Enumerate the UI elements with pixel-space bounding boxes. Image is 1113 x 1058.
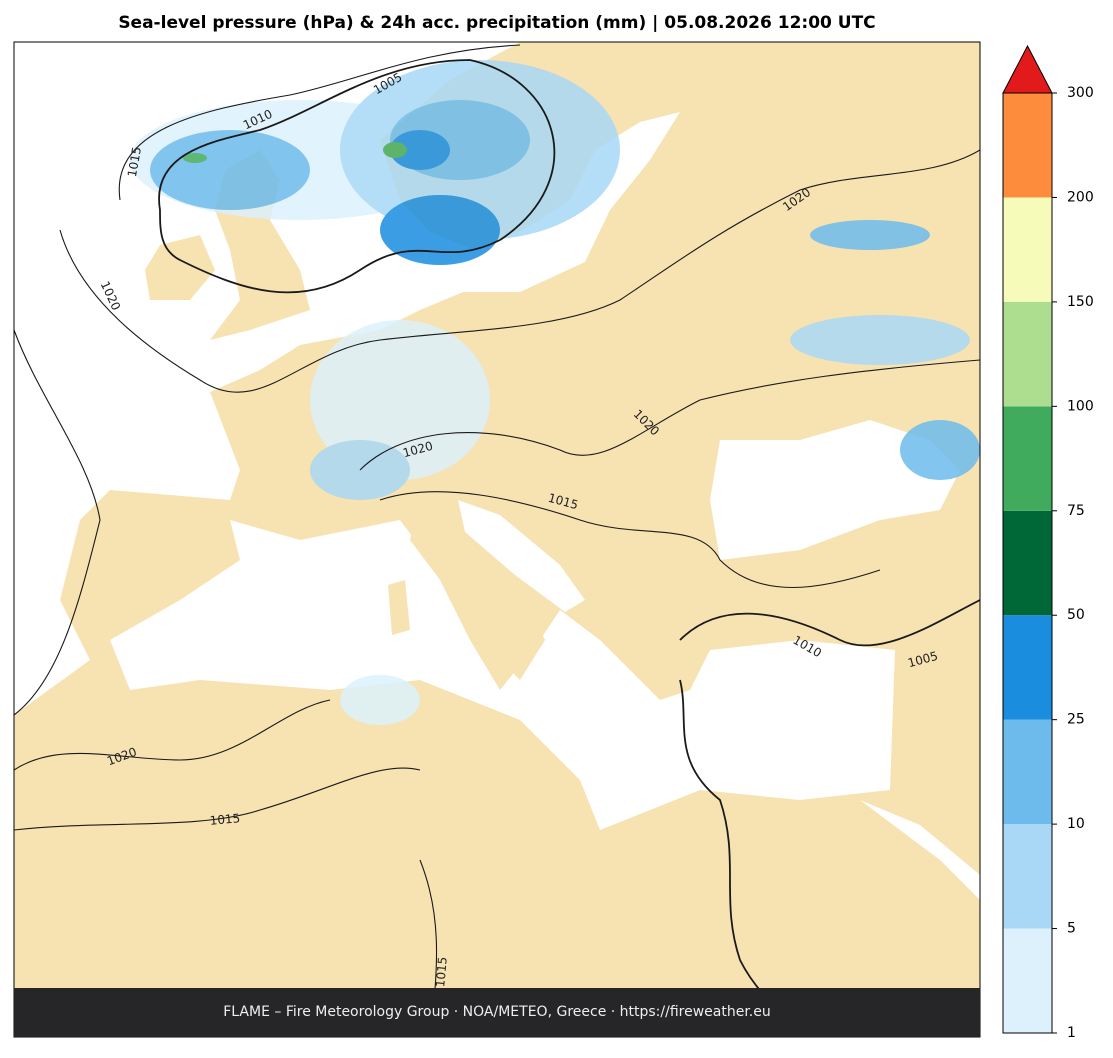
colorbar-tick-label: 10 bbox=[1067, 816, 1085, 832]
precipitation bbox=[130, 60, 980, 725]
colorbar: 1 5 10 25 50 75 100 150 200 300 bbox=[1002, 44, 1094, 1041]
colorbar-tick-label: 5 bbox=[1067, 921, 1076, 937]
footer-text: FLAME – Fire Meteorology Group · NOA/MET… bbox=[223, 1004, 771, 1020]
colorbar-segment bbox=[1003, 197, 1052, 302]
isobars bbox=[14, 44, 980, 1037]
colorbar-tick-label: 1 bbox=[1067, 1025, 1076, 1041]
baltic bbox=[440, 112, 680, 292]
map: 1010 1005 1015 1020 1020 1020 1020 1015 … bbox=[14, 42, 980, 1037]
ireland bbox=[145, 235, 215, 300]
colorbar-tick-label: 150 bbox=[1067, 294, 1094, 310]
italy bbox=[410, 495, 545, 680]
colorbar-segment bbox=[1003, 406, 1052, 511]
colorbar-segment bbox=[1003, 928, 1052, 1033]
colorbar-frame bbox=[1002, 92, 1053, 1034]
colorbar-tick-label: 300 bbox=[1067, 85, 1094, 101]
colorbar-tick-label: 100 bbox=[1067, 398, 1094, 414]
black-sea bbox=[710, 420, 960, 560]
colorbar-segment bbox=[1003, 93, 1052, 198]
colorbar-segment bbox=[1003, 824, 1052, 929]
contour-label: 1015 bbox=[125, 146, 144, 179]
contour-label: 1015 bbox=[433, 956, 450, 988]
footer-bar bbox=[14, 988, 980, 1037]
title: Sea-level pressure (hPa) & 24h acc. prec… bbox=[118, 13, 875, 33]
colorbar-segment bbox=[1003, 615, 1052, 720]
sardinia bbox=[388, 580, 410, 635]
colorbar-tick-label: 75 bbox=[1067, 503, 1085, 519]
colorbar-extension bbox=[1002, 44, 1053, 94]
colorbar-segment bbox=[1003, 719, 1052, 825]
contour-label: 1015 bbox=[209, 811, 241, 828]
colorbar-tick-label: 25 bbox=[1067, 712, 1085, 728]
colorbar-tick-label: 200 bbox=[1067, 189, 1094, 205]
colorbar-segment bbox=[1003, 510, 1052, 616]
colorbar-segment bbox=[1003, 301, 1052, 407]
colorbar-tick-label: 50 bbox=[1067, 607, 1085, 623]
adriatic bbox=[458, 500, 585, 612]
mediterranean bbox=[110, 520, 895, 830]
